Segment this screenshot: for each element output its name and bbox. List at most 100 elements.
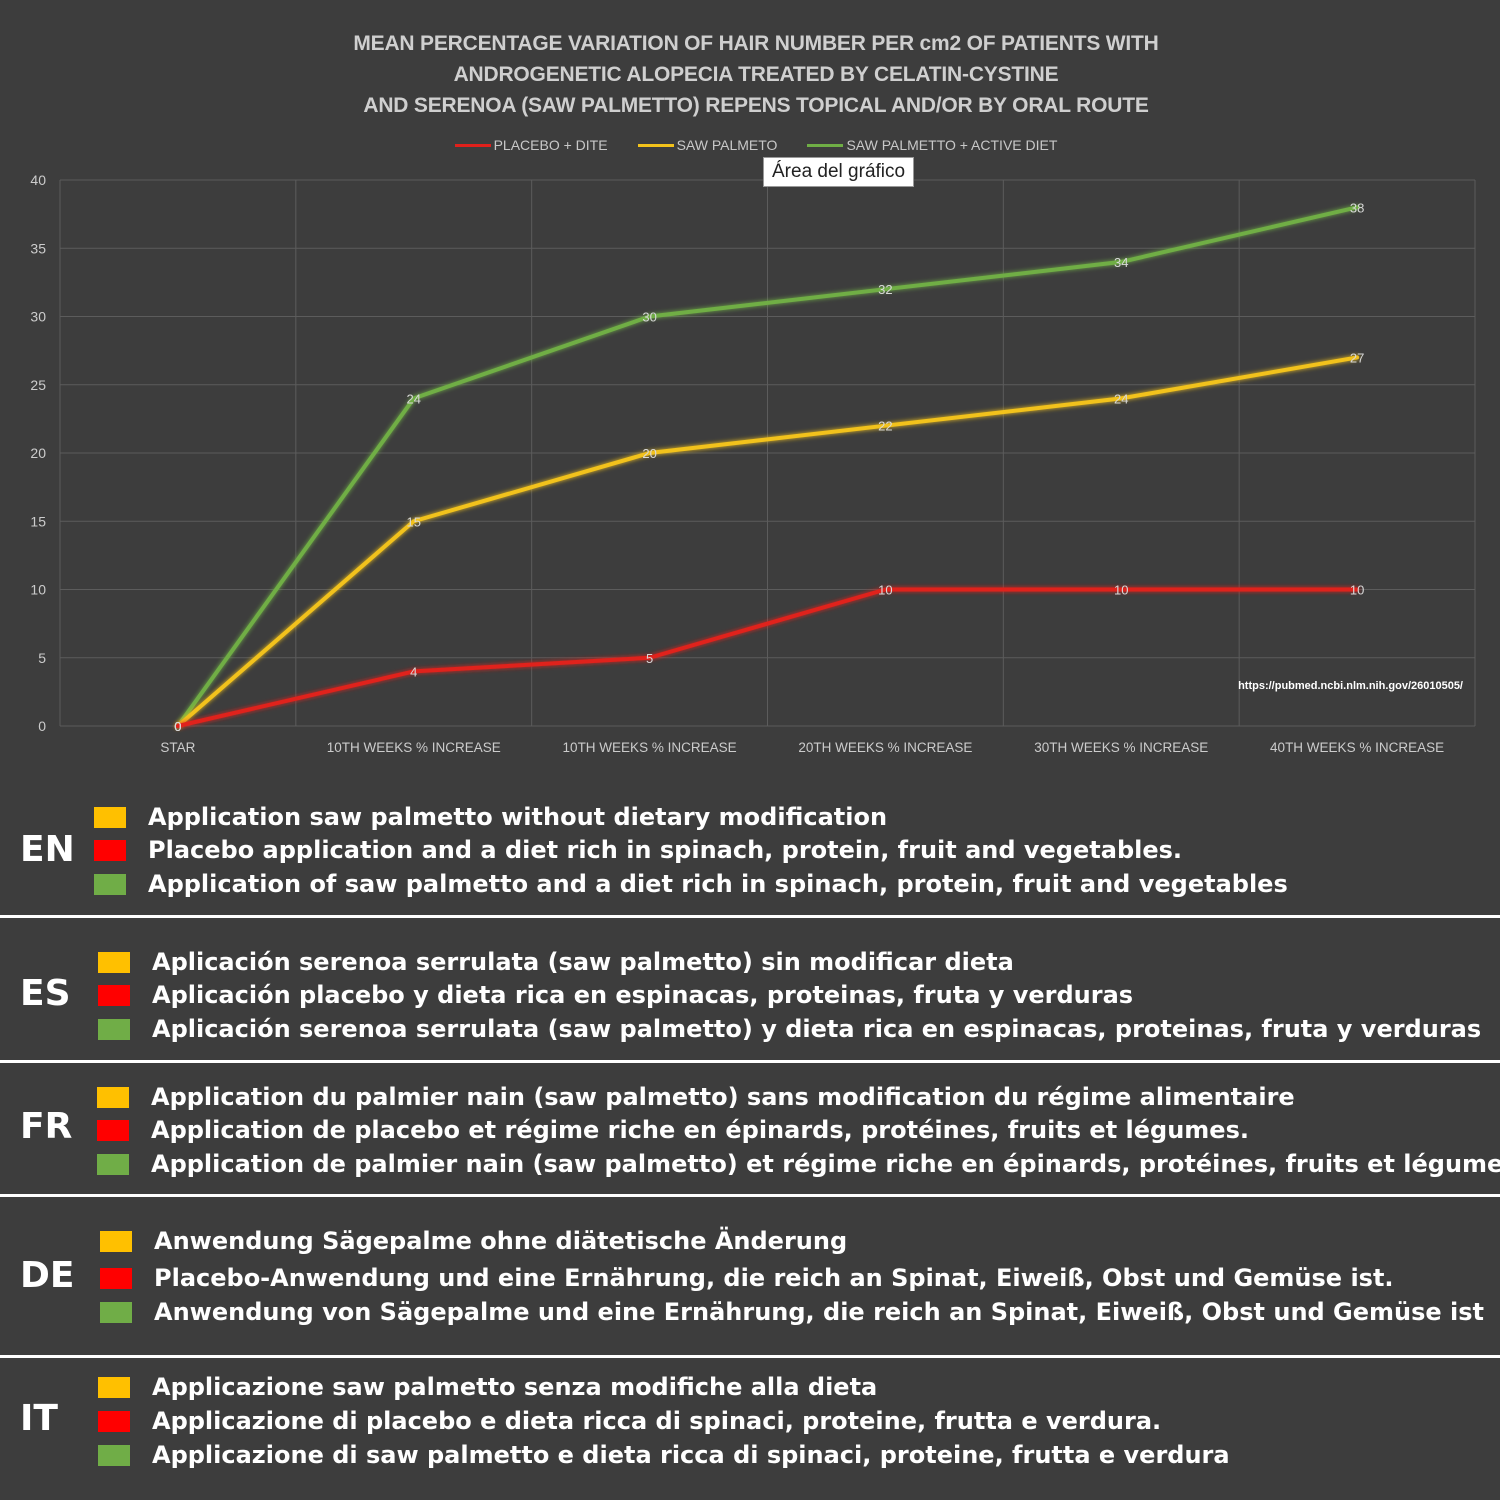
chart-area-tooltip: Área del gráfico xyxy=(763,157,915,187)
lang-text-en-3: Application of saw palmetto and a diet r… xyxy=(148,870,1288,898)
chart-grid xyxy=(59,179,1476,727)
lang-line-en-3: Application of saw palmetto and a diet r… xyxy=(94,870,1288,898)
y-tick-label: 25 xyxy=(30,377,46,393)
color-swatch-red xyxy=(98,984,130,1006)
lang-line-it-1: Applicazione saw palmetto senza modifich… xyxy=(98,1373,877,1401)
data-label: 10 xyxy=(1114,583,1128,598)
lang-section-fr: FR Application du palmier nain (saw palm… xyxy=(0,1063,1500,1197)
lang-line-de-3: Anwendung von Sägepalme und eine Ernähru… xyxy=(100,1298,1484,1326)
lang-code-fr: FR xyxy=(20,1106,73,1147)
color-swatch-green xyxy=(98,1444,130,1466)
color-swatch-green xyxy=(97,1153,129,1175)
legend-swatch-red xyxy=(454,143,491,147)
legend-label-saw-palmetto: SAW PALMETO xyxy=(676,137,778,153)
lang-line-de-1: Anwendung Sägepalme ohne diätetische Änd… xyxy=(100,1227,847,1255)
chart-legend: PLACEBO + DITE SAW PALMETO SAW PALMETTO … xyxy=(0,137,1500,153)
color-swatch-red xyxy=(94,839,126,861)
color-swatch-green xyxy=(100,1301,132,1323)
lang-line-es-1: Aplicación serenoa serrulata (saw palmet… xyxy=(98,948,1014,976)
data-label: 34 xyxy=(1114,255,1128,270)
y-tick-label: 10 xyxy=(30,582,46,598)
color-swatch-green xyxy=(98,1018,130,1040)
x-tick-label: 20TH WEEKS % INCREASE xyxy=(798,740,972,755)
lang-text-es-2: Aplicación placebo y dieta rica en espin… xyxy=(152,981,1134,1009)
legend-item-saw-palmetto-diet: SAW PALMETTO + ACTIVE DIET xyxy=(807,137,1057,153)
color-swatch-yellow xyxy=(94,806,126,828)
data-label: 20 xyxy=(642,446,656,461)
legend-item-placebo: PLACEBO + DITE xyxy=(454,137,608,153)
data-label: 0 xyxy=(174,719,181,734)
lang-section-it: IT Applicazione saw palmetto senza modif… xyxy=(0,1358,1500,1500)
lang-text-it-3: Applicazione di saw palmetto e dieta ric… xyxy=(152,1441,1230,1469)
lang-section-de: DE Anwendung Sägepalme ohne diätetische … xyxy=(0,1197,1500,1358)
series-line xyxy=(175,205,1360,728)
lang-line-es-2: Aplicación placebo y dieta rica en espin… xyxy=(98,981,1133,1009)
lang-text-fr-3: Application de palmier nain (saw palmett… xyxy=(151,1150,1500,1178)
color-swatch-yellow xyxy=(98,951,130,973)
lang-text-it-1: Applicazione saw palmetto senza modifich… xyxy=(152,1373,878,1401)
y-axis-ticks: 0 5 10 15 20 25 30 35 40 xyxy=(30,172,46,734)
color-swatch-red xyxy=(98,1410,130,1432)
legend-label-placebo: PLACEBO + DITE xyxy=(493,137,608,153)
lang-line-de-2: Placebo-Anwendung und eine Ernährung, di… xyxy=(100,1264,1394,1292)
y-tick-label: 40 xyxy=(30,172,46,188)
lang-text-it-2: Applicazione di placebo e dieta ricca di… xyxy=(152,1407,1162,1435)
lang-section-en: EN Application saw palmetto without diet… xyxy=(0,785,1500,918)
color-swatch-yellow xyxy=(98,1376,130,1398)
data-label: 15 xyxy=(407,514,421,529)
color-swatch-green xyxy=(94,873,126,895)
lang-line-es-3: Aplicación serenoa serrulata (saw palmet… xyxy=(98,1015,1481,1043)
legend-swatch-yellow xyxy=(637,143,674,147)
lang-line-it-3: Applicazione di saw palmetto e dieta ric… xyxy=(98,1441,1230,1469)
y-tick-label: 15 xyxy=(30,513,46,529)
y-tick-label: 20 xyxy=(30,445,46,461)
lang-code-it: IT xyxy=(20,1398,58,1439)
lang-code-en: EN xyxy=(20,829,75,870)
chart-title-line-3: AND SERENOA (SAW PALMETTO) REPENS TOPICA… xyxy=(363,94,1149,117)
lang-text-en-2: Placebo application and a diet rich in s… xyxy=(148,836,1183,864)
data-label: 24 xyxy=(1114,391,1128,406)
lang-line-en-2: Placebo application and a diet rich in s… xyxy=(94,836,1182,864)
y-tick-label: 0 xyxy=(38,718,46,734)
y-tick-label: 35 xyxy=(30,240,46,256)
data-label: 0 xyxy=(174,719,181,734)
x-tick-label: 30TH WEEKS % INCREASE xyxy=(1034,740,1208,755)
legend-label-saw-palmetto-diet: SAW PALMETTO + ACTIVE DIET xyxy=(846,137,1058,153)
legend-swatch-green xyxy=(807,143,844,147)
data-label: 5 xyxy=(646,651,653,666)
data-label: 22 xyxy=(878,419,892,434)
y-tick-label: 30 xyxy=(30,309,46,325)
color-swatch-yellow xyxy=(97,1086,129,1108)
lang-line-en-1: Application saw palmetto without dietary… xyxy=(94,803,887,831)
lang-text-de-3: Anwendung von Sägepalme und eine Ernähru… xyxy=(154,1298,1485,1326)
chart-title-line-1: MEAN PERCENTAGE VARIATION OF HAIR NUMBER… xyxy=(353,32,1159,55)
legend-item-saw-palmetto: SAW PALMETO xyxy=(637,137,778,153)
data-label: 0 xyxy=(174,719,181,734)
data-label: 10 xyxy=(878,583,892,598)
lang-text-de-2: Placebo-Anwendung und eine Ernährung, di… xyxy=(154,1264,1394,1292)
y-tick-label: 5 xyxy=(38,650,46,666)
lang-text-es-1: Aplicación serenoa serrulata (saw palmet… xyxy=(152,948,1014,976)
lang-text-fr-1: Application du palmier nain (saw palmett… xyxy=(151,1083,1295,1111)
lang-code-es: ES xyxy=(20,973,71,1014)
lang-text-es-3: Aplicación serenoa serrulata (saw palmet… xyxy=(152,1015,1482,1043)
lang-text-en-1: Application saw palmetto without dietary… xyxy=(148,803,888,831)
chart-title-line-2: ANDROGENETIC ALOPECIA TREATED BY CELATIN… xyxy=(453,63,1059,86)
lang-code-de: DE xyxy=(20,1255,75,1296)
data-label: 30 xyxy=(642,310,656,325)
lang-section-es: ES Aplicación serenoa serrulata (saw pal… xyxy=(0,918,1500,1063)
x-tick-label: 40TH WEEKS % INCREASE xyxy=(1270,740,1444,755)
data-label: 38 xyxy=(1350,200,1364,215)
lang-line-it-2: Applicazione di placebo e dieta ricca di… xyxy=(98,1407,1161,1435)
series-line xyxy=(175,355,1360,728)
series-lines xyxy=(175,205,1360,728)
x-tick-label: 10TH WEEKS % INCREASE xyxy=(563,740,737,755)
data-label: 32 xyxy=(878,282,892,297)
data-label: 4 xyxy=(410,664,417,679)
data-label: 24 xyxy=(407,391,421,406)
x-tick-label: 10TH WEEKS % INCREASE xyxy=(327,740,501,755)
series-line xyxy=(175,587,1360,728)
source-url: https://pubmed.ncbi.nlm.nih.gov/26010505… xyxy=(1238,680,1463,692)
